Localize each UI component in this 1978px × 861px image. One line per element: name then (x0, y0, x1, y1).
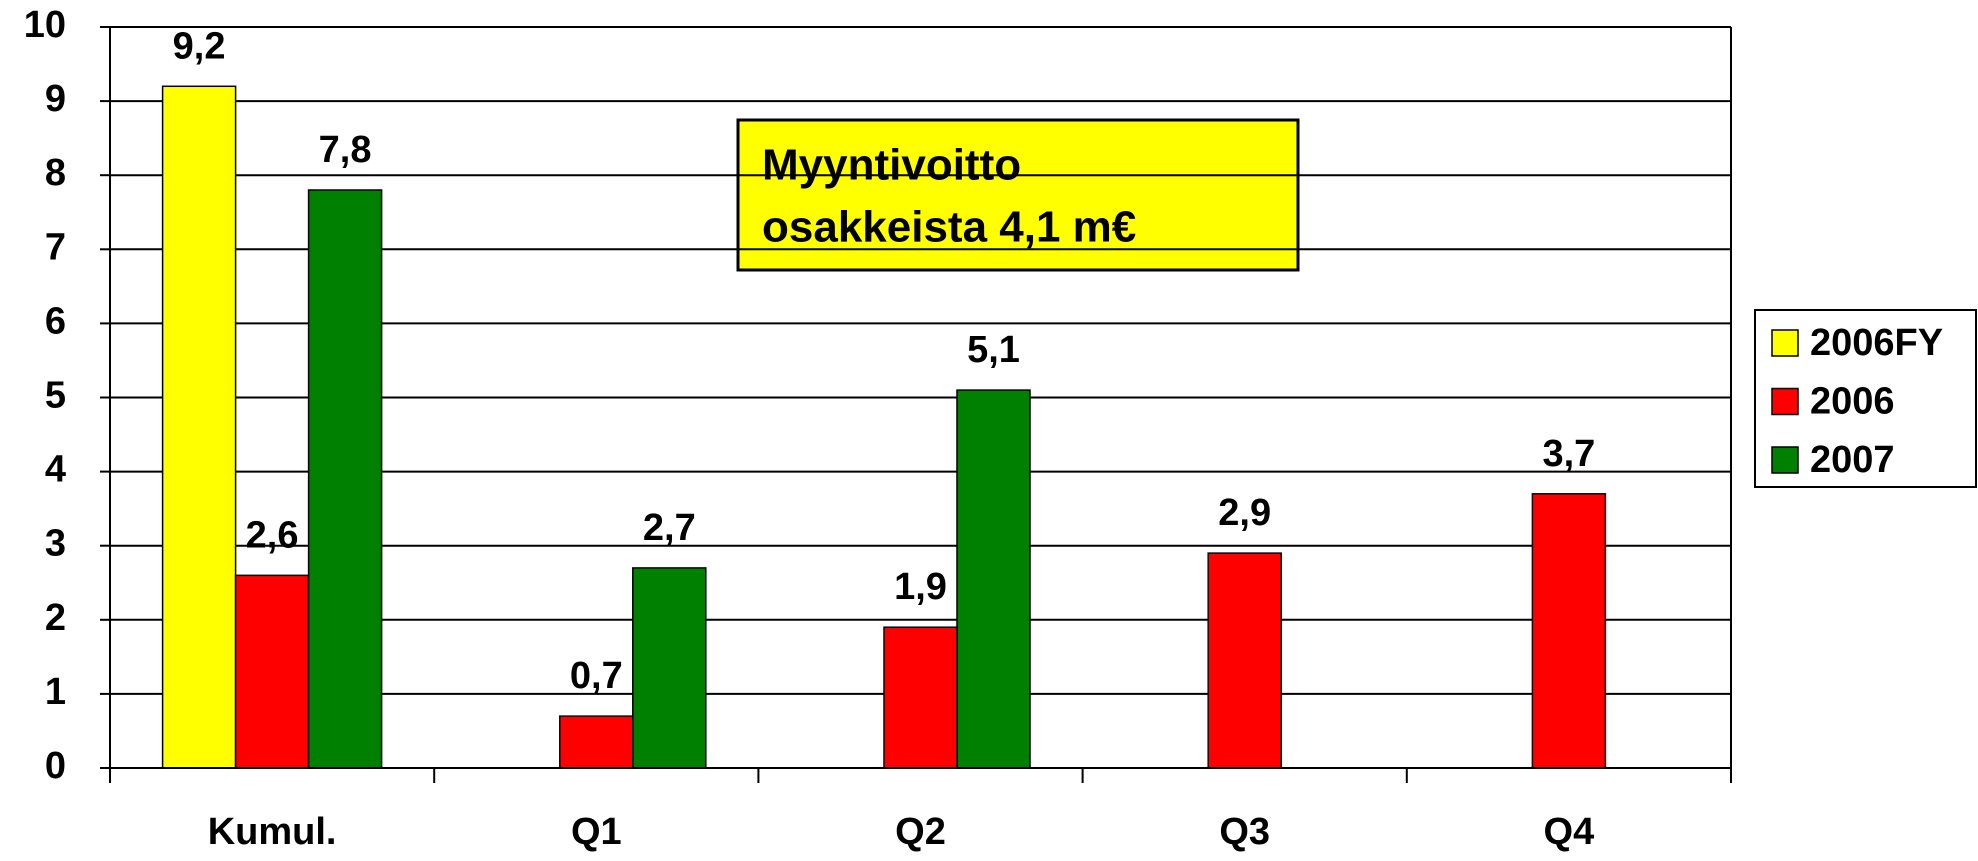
annotation: osakkeista 4,1 m€ (762, 203, 1136, 252)
y-tick-label: 7 (45, 226, 66, 268)
data-label: 3,7 (1542, 433, 1595, 475)
legend-label: 2006FY (1810, 322, 1943, 364)
annotation-box (736, 118, 1300, 272)
x-tick-label: Q1 (571, 811, 622, 853)
bar (632, 567, 707, 769)
data-label: 2,7 (643, 507, 696, 549)
y-tick-label: 5 (45, 375, 66, 417)
data-label: 2,9 (1218, 492, 1271, 534)
bar (161, 85, 237, 769)
data-label: 2,6 (246, 514, 299, 556)
x-tick-label: Kumul. (208, 811, 337, 853)
y-tick-label: 3 (45, 523, 66, 565)
annotation: Myyntivoitto (762, 141, 1021, 190)
bar (559, 715, 634, 769)
data-label: 0,7 (570, 655, 623, 697)
legend-label: 2007 (1810, 439, 1895, 481)
y-tick-label: 6 (45, 300, 66, 342)
y-tick-label: 8 (45, 152, 66, 194)
bar (883, 626, 958, 769)
y-tick-label: 0 (45, 745, 66, 787)
legend-swatch (1771, 446, 1799, 474)
bar (1207, 552, 1282, 769)
data-label: 5,1 (967, 329, 1020, 371)
bar (1531, 493, 1607, 769)
legend-swatch (1771, 387, 1799, 416)
y-tick-label: 10 (24, 4, 66, 46)
y-tick-label: 2 (45, 597, 66, 639)
data-label: 7,8 (319, 129, 372, 171)
x-tick-label: Q2 (895, 811, 946, 853)
legend-swatch (1771, 329, 1799, 357)
x-tick-label: Q3 (1219, 811, 1270, 853)
y-tick-label: 9 (45, 78, 66, 120)
bar (956, 389, 1031, 769)
y-tick-label: 1 (45, 671, 66, 713)
bar (307, 189, 383, 769)
data-label: 9,2 (173, 25, 226, 67)
bar (234, 574, 310, 769)
legend-label: 2006 (1810, 381, 1895, 423)
y-tick-label: 4 (45, 449, 66, 491)
data-label: 1,9 (894, 566, 947, 608)
x-tick-label: Q4 (1544, 811, 1595, 853)
